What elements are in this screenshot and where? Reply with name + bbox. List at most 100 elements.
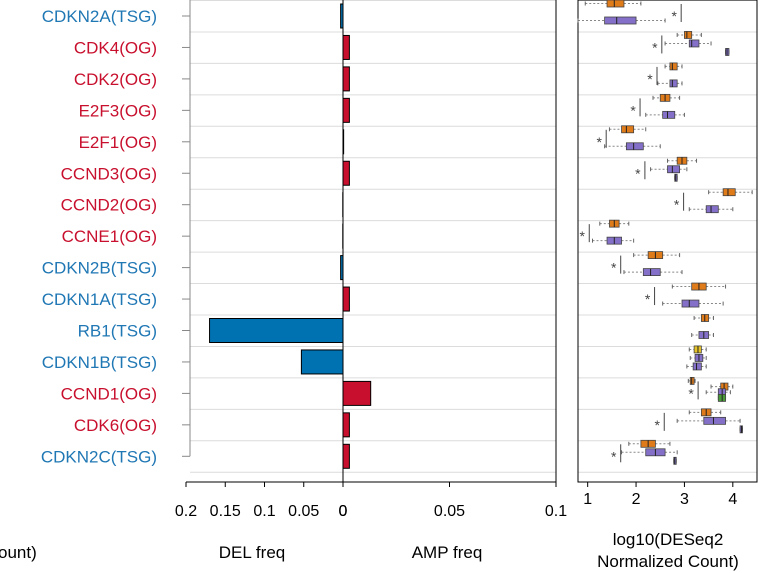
box-iqr [604,16,637,25]
del-bar [209,318,344,343]
frequency-bar-panel: 0.2 0.15 0.1 0.05 00 0.05 0.1 [175,0,567,520]
amp-tick-label: 0 [339,503,348,520]
gene-label: CDKN1A(TSG) [42,290,157,309]
boxplot [608,125,647,134]
boxplot [584,0,642,8]
gene-label: CDK2(OG) [74,70,157,89]
boxplot [676,31,702,39]
boxplot [739,425,743,434]
box-iqr [667,165,680,174]
box-iqr [722,188,736,197]
amp-bar [342,443,350,469]
box-iqr [705,205,719,214]
boxplot [652,93,681,102]
expression-box-panel: 1 2 3 4 * * * * * * * * * * * * * [577,0,758,508]
del-freq-axis-title: DEL freq [219,543,285,562]
boxplot [645,110,685,119]
boxplot [717,393,727,402]
significance-star: * [674,197,680,213]
boxplot [708,188,753,197]
boxplot [689,354,707,362]
box-axis-title-line2: Normalized Count) [597,552,739,571]
box-iqr [662,110,676,119]
significance-star: * [580,228,586,244]
del-tick-label: 0.1 [253,503,275,520]
amp-freq-axis-title: AMP freq [412,543,483,562]
box-iqr [692,362,702,371]
boxplot [688,408,722,417]
gene-label: CDK4(OG) [74,38,157,57]
significance-star: * [647,71,653,87]
left-cut-axis-label: ount) [0,543,37,562]
gene-label: CDKN1B(TSG) [42,353,157,372]
boxplot [725,48,730,56]
amp-bar [342,412,350,438]
boxplot [650,165,688,174]
box-axis-title-line1: log10(DESeq2 [613,530,724,549]
significance-star: * [635,165,641,181]
boxplot [674,173,678,182]
boxplot [664,39,712,48]
significance-star: * [688,385,694,401]
boxplot [664,62,683,71]
boxplot [676,416,741,425]
boxplot [673,456,677,465]
boxplot [693,314,714,322]
boxplot [621,448,678,457]
boxplot [688,205,734,214]
boxplot [662,299,724,308]
significance-star: * [630,102,636,118]
gene-label: RB1(TSG) [78,322,157,341]
del-tick-label: 0 [339,503,348,520]
boxplot [623,268,683,277]
amp-bar [342,66,350,92]
box-tick-label: 4 [728,491,737,508]
boxplot [633,251,681,260]
amp-tick-label: 0.05 [434,503,465,520]
boxplot [686,362,707,371]
box-tick-label: 1 [583,491,592,508]
del-bar [340,255,344,281]
box-iqr [688,39,700,48]
gene-label: CCNE1(OG) [62,227,157,246]
box-tick-label: 3 [680,491,689,508]
box-iqr [621,125,635,134]
gene-label: CDKN2C(TSG) [41,447,157,466]
amp-bar [342,160,350,186]
gene-label: CCND3(OG) [61,164,157,183]
box-iqr [669,79,678,88]
boxplot [671,282,727,291]
box-tick-label: 2 [632,491,641,508]
box-panel-frame [577,0,758,483]
amp-bar [342,34,350,60]
box-iqr [669,62,678,71]
significance-star: * [596,134,602,150]
boxplot [657,79,683,88]
amp-bar [342,97,350,123]
amp-tick-label: 0.1 [545,503,567,520]
gene-label: CCND2(OG) [61,196,157,215]
significance-star: * [611,260,617,276]
boxplot [687,376,696,385]
boxplot [628,439,671,448]
gene-label: CCND1(OG) [61,384,157,403]
del-bar [300,349,344,375]
del-bar [340,3,344,29]
significance-star: * [655,417,661,433]
gene-labels: CDKN2A(TSG) CDK4(OG) CDK2(OG) E2F3(OG) E2F1(… [41,7,157,466]
boxplot [688,345,707,354]
del-tick-label: 0.05 [288,503,319,520]
amp-bar [342,286,350,312]
boxplot [604,142,661,151]
boxplot [577,16,666,25]
box-iqr [703,416,726,425]
gene-label: CDKN2A(TSG) [42,7,157,26]
boxplot [667,156,698,165]
box-iqr [681,299,700,308]
box-iqr [625,142,644,151]
significance-star: * [645,291,651,307]
gene-label: E2F3(OG) [79,101,157,120]
amp-bar [342,129,345,155]
del-tick-label: 0.2 [175,503,197,520]
amp-bar [342,380,372,406]
